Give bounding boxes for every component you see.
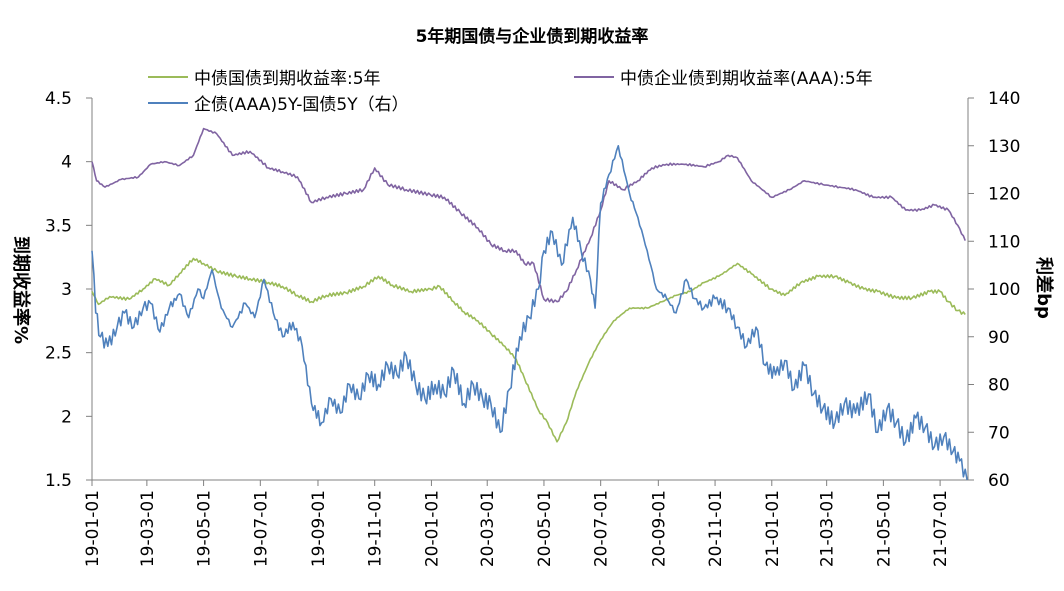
- legend-item-spread: 企债(AAA)5Y-国债5Y（右）: [148, 90, 409, 115]
- chart-title: 5年期国债与企业债到期收益率: [415, 27, 649, 47]
- series-line-1: [91, 127, 966, 304]
- x-tick-label: 20-03-01: [478, 490, 498, 567]
- x-tick-label: 20-11-01: [706, 490, 726, 567]
- y-right-tick-label: 100: [988, 280, 1020, 300]
- x-tick-label: 21-03-01: [818, 490, 838, 567]
- legend-swatch-purple: [574, 75, 614, 78]
- y-right-tick-label: 110: [988, 232, 1020, 252]
- y-right-tick-label: 130: [988, 137, 1020, 157]
- x-tick-label: 19-11-01: [366, 490, 386, 567]
- y-left-tick-label: 1.5: [45, 471, 72, 491]
- y-left-tick-label: 4.5: [45, 89, 72, 109]
- y-right-tick-label: 90: [988, 328, 1010, 348]
- x-tick-label: 19-03-01: [138, 490, 158, 567]
- x-tick-label: 19-01-01: [83, 490, 103, 567]
- x-tick-label: 21-05-01: [874, 490, 894, 567]
- x-tick-label: 21-07-01: [931, 490, 951, 567]
- y-left-tick-label: 4: [61, 153, 72, 173]
- y-left-tick-label: 2.5: [45, 344, 72, 364]
- series-line-0: [91, 257, 966, 443]
- legend-label-spread: 企债(AAA)5Y-国债5Y（右）: [194, 95, 409, 115]
- y-right-tick-label: 70: [988, 423, 1010, 443]
- y-left-tick-label: 3.5: [45, 216, 72, 236]
- legend-swatch-green: [148, 75, 188, 78]
- y-right-tick-label: 120: [988, 185, 1020, 205]
- x-tick-label: 20-09-01: [649, 490, 669, 567]
- y-right-tick-label: 60: [988, 471, 1010, 491]
- x-tick-label: 20-01-01: [422, 490, 442, 567]
- x-tick-label: 20-07-01: [592, 490, 612, 567]
- x-tick-label: 21-01-01: [763, 490, 783, 567]
- series-line-2: [91, 145, 968, 481]
- y-left-tick-label: 2: [61, 407, 72, 427]
- x-tick-label: 19-09-01: [309, 490, 329, 567]
- y-left-tick-label: 3: [61, 280, 72, 300]
- legend-label-cgb-yield: 中债国债到期收益率:5年: [194, 69, 381, 89]
- legend-label-corp-yield: 中债企业债到期收益率(AAA):5年: [620, 69, 873, 89]
- legend-item-corp-yield: 中债企业债到期收益率(AAA):5年: [574, 64, 873, 89]
- y-right-tick-label: 80: [988, 376, 1010, 396]
- legend-swatch-blue: [148, 101, 188, 104]
- y-right-tick-label: 140: [988, 89, 1020, 109]
- x-tick-label: 20-05-01: [535, 490, 555, 567]
- x-tick-label: 19-05-01: [195, 490, 215, 567]
- legend-item-cgb-yield: 中债国债到期收益率:5年: [148, 64, 381, 89]
- x-tick-label: 19-07-01: [251, 490, 271, 567]
